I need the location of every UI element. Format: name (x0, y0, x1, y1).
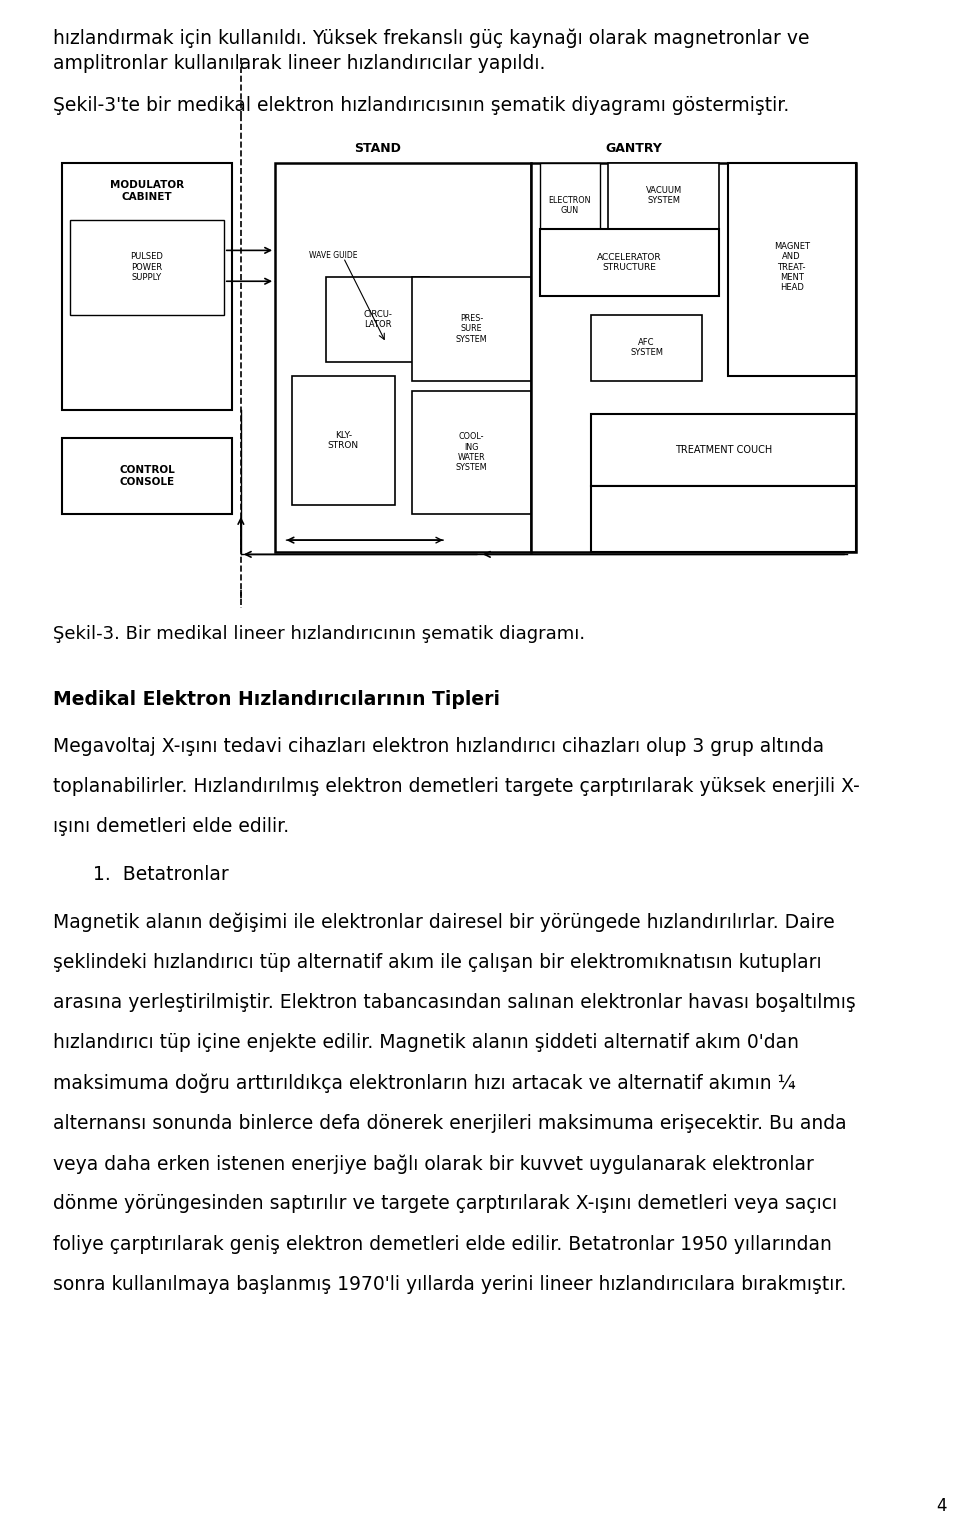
Text: toplanabilirler. Hızlandırılmış elektron demetleri targete çarptırılarak yüksek : toplanabilirler. Hızlandırılmış elektron… (53, 778, 860, 796)
Text: MODULATOR
CABINET: MODULATOR CABINET (109, 180, 184, 201)
Text: PRES-
SURE
SYSTEM: PRES- SURE SYSTEM (456, 314, 488, 344)
Bar (276, 163, 531, 552)
Text: KLY-
STRON: KLY- STRON (327, 430, 359, 450)
Bar (61, 163, 232, 409)
Text: Şekil-3. Bir medikal lineer hızlandırıcının şematik diagramı.: Şekil-3. Bir medikal lineer hızlandırıcı… (53, 626, 586, 642)
Text: TREATMENT COUCH: TREATMENT COUCH (675, 444, 772, 455)
Bar (591, 486, 855, 552)
Text: 1.  Betatronlar: 1. Betatronlar (93, 865, 228, 884)
Text: STAND: STAND (354, 141, 401, 155)
Text: hızlandırıcı tüp içine enjekte edilir. Magnetik alanın şiddeti alternatif akım 0: hızlandırıcı tüp içine enjekte edilir. M… (53, 1033, 799, 1053)
Bar (608, 163, 719, 229)
Text: maksimuma doğru arttırıldıkça elektronların hızı artacak ve alternatif akımın ¼: maksimuma doğru arttırıldıkça elektronla… (53, 1073, 796, 1093)
Bar (326, 277, 429, 363)
Text: PULSED
POWER
SUPPLY: PULSED POWER SUPPLY (131, 252, 163, 281)
Text: CIRCU-
LATOR: CIRCU- LATOR (363, 309, 392, 329)
Bar (412, 277, 531, 381)
Text: AFC
SYSTEM: AFC SYSTEM (630, 338, 663, 358)
Text: ACCELERATOR
STRUCTURE: ACCELERATOR STRUCTURE (597, 252, 661, 272)
Text: CONTROL
CONSOLE: CONTROL CONSOLE (119, 466, 175, 487)
Bar (531, 163, 855, 552)
Text: sonra kullanılmaya başlanmış 1970'li yıllarda yerini lineer hızlandırıcılara bır: sonra kullanılmaya başlanmış 1970'li yıl… (53, 1276, 847, 1294)
Bar (540, 163, 600, 247)
Bar (292, 377, 395, 504)
Text: amplitronlar kullanılarak lineer hızlandırıcılar yapıldı.: amplitronlar kullanılarak lineer hızland… (53, 54, 545, 72)
Bar (412, 390, 531, 513)
Text: VACUUM
SYSTEM: VACUUM SYSTEM (645, 186, 682, 206)
Text: Şekil-3'te bir medikal elektron hızlandırıcısının şematik diyagramı göstermiştir: Şekil-3'te bir medikal elektron hızlandı… (53, 95, 789, 115)
Text: ELECTRON
GUN: ELECTRON GUN (548, 195, 591, 215)
Bar (591, 415, 855, 486)
Bar (70, 220, 224, 315)
Text: WAVE GUIDE: WAVE GUIDE (309, 251, 358, 260)
Text: ışını demetleri elde edilir.: ışını demetleri elde edilir. (53, 818, 289, 836)
Text: MAGNET
AND
TREAT-
MENT
HEAD: MAGNET AND TREAT- MENT HEAD (774, 241, 809, 292)
Text: alternansı sonunda binlerce defa dönerek enerjileri maksimuma erişecektir. Bu an: alternansı sonunda binlerce defa dönerek… (53, 1114, 847, 1133)
Text: 4: 4 (937, 1497, 947, 1515)
Text: şeklindeki hızlandırıcı tüp alternatif akım ile çalışan bir elektromıknatısın ku: şeklindeki hızlandırıcı tüp alternatif a… (53, 953, 822, 971)
Text: Megavoltaj X-ışını tedavi cihazları elektron hızlandırıcı cihazları olup 3 grup : Megavoltaj X-ışını tedavi cihazları elek… (53, 736, 824, 756)
Bar (540, 229, 719, 295)
Text: Magnetik alanın değişimi ile elektronlar dairesel bir yörüngede hızlandırılırlar: Magnetik alanın değişimi ile elektronlar… (53, 913, 835, 931)
Text: COOL-
ING
WATER
SYSTEM: COOL- ING WATER SYSTEM (456, 432, 488, 472)
Text: hızlandırmak için kullanıldı. Yüksek frekanslı güç kaynağı olarak magnetronlar v: hızlandırmak için kullanıldı. Yüksek fre… (53, 28, 809, 48)
Bar (728, 163, 855, 377)
Text: veya daha erken istenen enerjiye bağlı olarak bir kuvvet uygulanarak elektronlar: veya daha erken istenen enerjiye bağlı o… (53, 1154, 814, 1174)
Text: GANTRY: GANTRY (606, 141, 662, 155)
Bar (61, 438, 232, 513)
Text: foliye çarptırılarak geniş elektron demetleri elde edilir. Betatronlar 1950 yıll: foliye çarptırılarak geniş elektron deme… (53, 1234, 832, 1254)
Bar (591, 315, 702, 381)
Text: arasına yerleştirilmiştir. Elektron tabancasından salınan elektronlar havası boş: arasına yerleştirilmiştir. Elektron taba… (53, 993, 855, 1011)
Text: dönme yörüngesinden saptırılır ve targete çarptırılarak X-ışını demetleri veya s: dönme yörüngesinden saptırılır ve target… (53, 1194, 837, 1213)
Text: Medikal Elektron Hızlandırıcılarının Tipleri: Medikal Elektron Hızlandırıcılarının Tip… (53, 690, 500, 709)
